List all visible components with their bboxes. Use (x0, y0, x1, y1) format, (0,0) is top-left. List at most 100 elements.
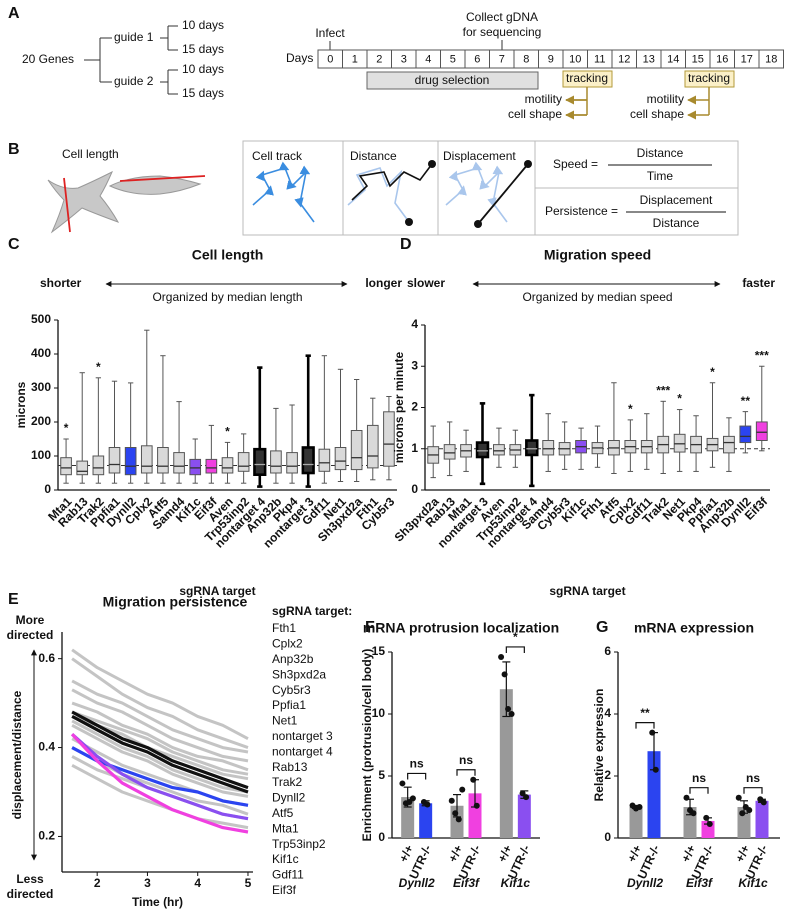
legend-entry: Cplx2 (272, 637, 303, 651)
x-tick-label: 2 (94, 876, 101, 890)
bottom-label: Less (16, 872, 44, 886)
series-line (71, 679, 249, 754)
panel-label: C (8, 236, 20, 253)
track (445, 161, 508, 223)
box (383, 411, 395, 467)
length-lines (63, 175, 206, 233)
readout-label: motility (647, 92, 684, 106)
x-tick-label: 4 (194, 876, 201, 890)
order-note: Organized by median speed (522, 290, 672, 304)
y-tick-label: 10 (372, 706, 386, 720)
right-label: faster (742, 276, 775, 290)
top-label: More (16, 613, 45, 627)
day-label: 17 (741, 53, 753, 65)
y-tick-label: 0 (411, 482, 418, 496)
data-point (473, 802, 480, 809)
panel-label: B (8, 141, 20, 158)
day-label: 5 (450, 53, 456, 65)
displacement-line (477, 163, 529, 225)
significance-label: ns (410, 757, 424, 771)
box (301, 446, 315, 475)
track (252, 161, 315, 223)
drug-box (366, 71, 539, 90)
legend-entry: nontarget 4 (272, 744, 333, 758)
panel-b: B Cell length Cell track Distance Displa… (8, 140, 739, 236)
chart-title: Migration speed (544, 247, 651, 263)
displacement-label: Displacement (443, 149, 516, 163)
y-axis-label: Relative expression (592, 689, 606, 802)
series-line (71, 648, 249, 741)
duration-label: 15 days (182, 86, 224, 100)
y-tick-label: 0 (378, 830, 385, 844)
speed-denominator: Time (647, 169, 674, 183)
day-label: 0 (327, 53, 333, 65)
cell-shape (47, 170, 120, 234)
series-line (70, 733, 249, 834)
x-tick-label: 5 (245, 876, 252, 890)
chart-title: mRNA expression (634, 620, 754, 636)
y-tick-label: 300 (31, 380, 51, 394)
speed-numerator: Distance (637, 146, 684, 160)
legend-entry: Fth1 (272, 621, 296, 635)
data-point (409, 795, 416, 802)
data-point (452, 810, 459, 817)
day-label: 15 (692, 53, 704, 65)
box (237, 452, 250, 472)
box (124, 447, 137, 476)
significance-bracket (743, 787, 763, 794)
days-label: Days (286, 51, 313, 65)
day-label: 10 (569, 53, 581, 65)
dot (428, 160, 436, 168)
data-point (636, 804, 643, 810)
data-point (448, 797, 455, 804)
y-tick-label: 4 (604, 706, 611, 720)
x-tick-label: +/+ (396, 843, 416, 865)
significance-label: * (628, 402, 633, 416)
legend-entry: Eif3f (272, 883, 297, 897)
day-box (758, 49, 784, 69)
box (157, 447, 169, 474)
data-point (501, 671, 508, 678)
distance-label: Distance (350, 149, 397, 163)
legend-entry: nontarget 3 (272, 729, 333, 743)
legend-entry: Kif1c (272, 852, 299, 866)
data-point (424, 801, 431, 808)
data-point (706, 821, 713, 828)
day-label: 12 (618, 53, 630, 65)
significance-label: * (225, 425, 230, 439)
box (189, 458, 202, 476)
dot (524, 160, 532, 168)
significance-label: ns (746, 771, 760, 785)
box (108, 447, 121, 474)
box (525, 439, 539, 457)
legend-entry: Cyb5r3 (272, 683, 311, 697)
chart-title: Cell length (192, 247, 264, 263)
y-tick-label: 0.2 (38, 829, 55, 843)
panel-a: A 20 Genes guide 1 guide 2 10 days 15 da… (8, 5, 784, 121)
box (205, 458, 218, 474)
track-label: Cell track (252, 149, 303, 163)
box (755, 421, 768, 441)
series-line (71, 723, 249, 798)
bar (517, 794, 531, 838)
series-line (71, 733, 249, 821)
legend-entry: Net1 (272, 714, 298, 728)
data-point (508, 711, 515, 717)
data-point (523, 794, 530, 801)
day-label: 9 (548, 53, 554, 65)
y-axis-label: displacement/distance (10, 690, 24, 819)
day-label: 8 (523, 53, 529, 65)
box (493, 444, 505, 456)
drug-label: drug selection (415, 73, 490, 87)
y-tick-label: 0 (44, 482, 51, 496)
collect-label: for sequencing (463, 25, 542, 39)
legend-entry: Gdf11 (272, 868, 304, 882)
left-label: shorter (40, 276, 82, 290)
box (286, 452, 298, 474)
series-line (71, 710, 249, 790)
box (318, 448, 331, 472)
significance-label: ** (640, 706, 650, 720)
group-label: Dynll2 (399, 876, 435, 890)
y-tick-label: 500 (31, 312, 51, 326)
